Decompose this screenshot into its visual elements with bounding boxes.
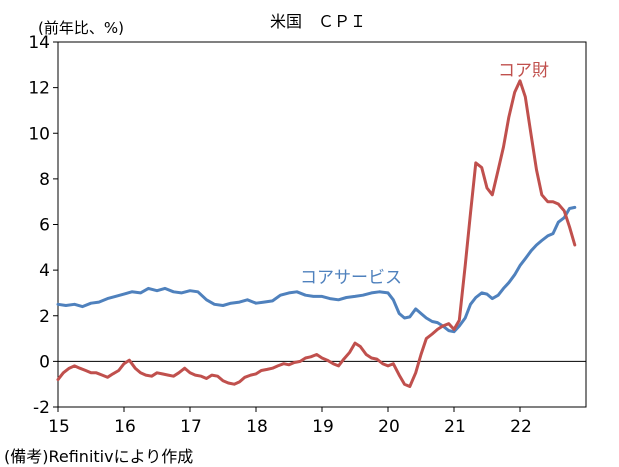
x-tick-label: 15 xyxy=(48,417,70,437)
y-unit-label: (前年比、%) xyxy=(38,19,124,37)
y-tick-label: 6 xyxy=(39,216,50,236)
x-tick-label: 18 xyxy=(246,417,268,437)
series-label-core-goods: コア財 xyxy=(498,61,549,81)
y-tick-label: 14 xyxy=(28,33,50,53)
y-tick-label: 12 xyxy=(28,79,50,99)
x-axis: 15 16 17 18 19 20 21 22 xyxy=(48,407,532,437)
y-tick-label: 0 xyxy=(39,352,50,372)
y-axis: -2 0 2 4 6 8 10 12 14 xyxy=(28,33,58,418)
series-line-core-services xyxy=(56,205,577,334)
x-tick-label: 16 xyxy=(114,417,136,437)
y-tick-label: 10 xyxy=(28,124,50,144)
series-line-core-goods xyxy=(56,79,577,388)
y-tick-label: 8 xyxy=(39,170,50,190)
plot-frame xyxy=(57,41,587,408)
y-tick-label: -2 xyxy=(33,398,50,418)
source-note: (備考)Refinitivにより作成 xyxy=(4,447,193,466)
x-tick-label: 17 xyxy=(180,417,202,437)
y-tick-label: 4 xyxy=(39,261,50,281)
x-tick-label: 20 xyxy=(378,417,400,437)
x-tick-label: 21 xyxy=(444,417,466,437)
series-label-core-services: コアサービス xyxy=(300,268,402,288)
series-layer xyxy=(56,79,577,388)
chart-title: 米国 ＣＰＩ xyxy=(270,12,366,31)
x-tick-label: 19 xyxy=(312,417,334,437)
y-tick-label: 2 xyxy=(39,307,50,327)
x-tick-label: 22 xyxy=(510,417,532,437)
